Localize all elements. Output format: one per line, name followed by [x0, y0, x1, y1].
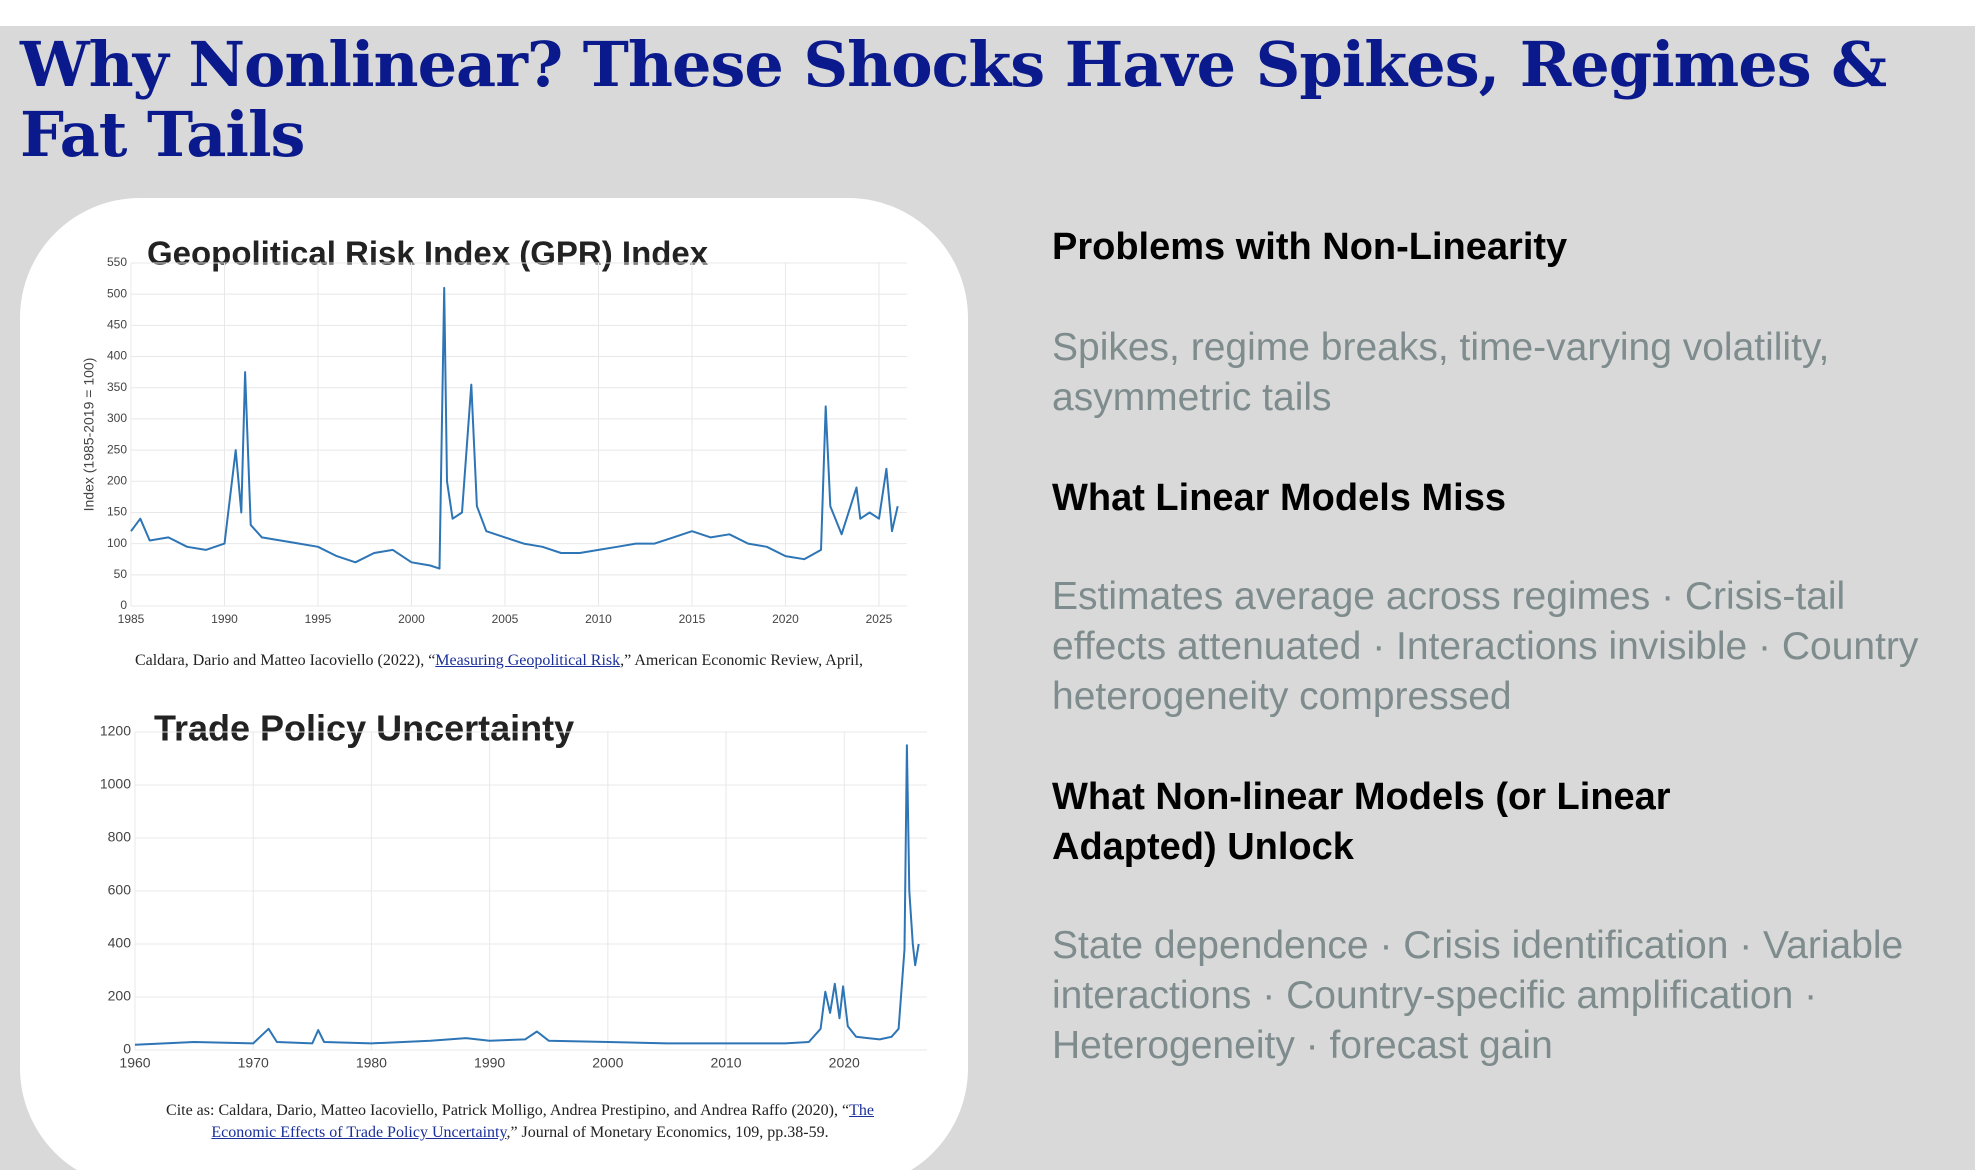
- y-tick-label: 0: [123, 1041, 131, 1057]
- y-tick-label: 400: [107, 349, 127, 363]
- x-tick-label: 1995: [305, 612, 332, 626]
- y-tick-label: 150: [107, 505, 127, 519]
- x-tick-label: 2025: [866, 612, 893, 626]
- chart-title: Trade Policy Uncertainty: [154, 708, 574, 749]
- y-tick-label: 200: [108, 988, 132, 1004]
- x-tick-label: 2005: [492, 612, 519, 626]
- section-body: Spikes, regime breaks, time-varying vola…: [1052, 326, 1830, 419]
- x-tick-label: 1985: [118, 612, 145, 626]
- citation-link[interactable]: The Economic Effects of Trade Policy Unc…: [211, 1102, 874, 1141]
- x-tick-label: 2000: [398, 612, 425, 626]
- chart-title: Geopolitical Risk Index (GPR) Index: [147, 235, 709, 272]
- y-tick-label: 550: [107, 255, 127, 269]
- series-line: [130, 286, 899, 570]
- section-heading: What Non-linear Models (or Linear Adapte…: [1052, 776, 1671, 868]
- y-tick-label: 800: [108, 829, 132, 845]
- y-tick-label: 100: [107, 536, 127, 550]
- citation-link[interactable]: Measuring Geopolitical Risk: [435, 652, 621, 669]
- x-tick-label: 2010: [710, 1055, 741, 1071]
- x-tick-label: 1990: [211, 612, 238, 626]
- x-tick-label: 1970: [238, 1055, 269, 1071]
- y-tick-label: 600: [108, 882, 132, 898]
- x-tick-label: 2010: [585, 612, 612, 626]
- x-tick-label: 1960: [119, 1055, 150, 1071]
- y-tick-label: 350: [107, 380, 127, 394]
- x-tick-label: 2015: [679, 612, 706, 626]
- y-tick-label: 450: [107, 318, 127, 332]
- citation-text: Caldara, Dario and Matteo Iacoviello (20…: [134, 652, 436, 669]
- gpr-citation: Caldara, Dario and Matteo Iacoviello (20…: [135, 652, 863, 670]
- y-tick-label: 250: [107, 442, 127, 456]
- x-tick-label: 1980: [356, 1055, 387, 1071]
- section-heading: Problems with Non-Linearity: [1052, 226, 1568, 268]
- top-strip: [0, 0, 1975, 26]
- section-heading: What Linear Models Miss: [1052, 477, 1506, 519]
- y-tick-label: 1000: [100, 776, 131, 792]
- y-tick-label: 400: [108, 935, 132, 951]
- slide-title: Why Nonlinear? These Shocks Have Spikes,…: [20, 28, 1887, 171]
- y-tick-label: 0: [120, 598, 127, 612]
- section-body: State dependence · Crisis identification…: [1052, 924, 1904, 1067]
- section-body: Estimates average across regimes · Crisi…: [1052, 575, 1919, 718]
- citation-text: Cite as: Caldara, Dario, Matteo Iacoviel…: [166, 1102, 850, 1119]
- citation-text: ,” Journal of Monetary Economics, 109, p…: [506, 1124, 829, 1141]
- y-tick-label: 300: [107, 411, 127, 425]
- x-tick-label: 1990: [474, 1055, 505, 1071]
- y-tick-label: 50: [114, 567, 128, 581]
- citation-text: ,” American Economic Review, April,: [620, 652, 864, 669]
- x-tick-label: 2020: [829, 1055, 860, 1071]
- x-tick-label: 2020: [772, 612, 799, 626]
- tpu-citation: Cite as: Caldara, Dario, Matteo Iacoviel…: [140, 1100, 900, 1144]
- y-axis-label: Index (1985-2019 = 100): [81, 358, 97, 512]
- y-tick-label: 200: [107, 473, 127, 487]
- y-tick-label: 500: [107, 286, 127, 300]
- chart-card: [20, 198, 968, 1170]
- x-tick-label: 2000: [592, 1055, 623, 1071]
- series-line: [134, 744, 920, 1046]
- y-tick-label: 1200: [100, 723, 131, 739]
